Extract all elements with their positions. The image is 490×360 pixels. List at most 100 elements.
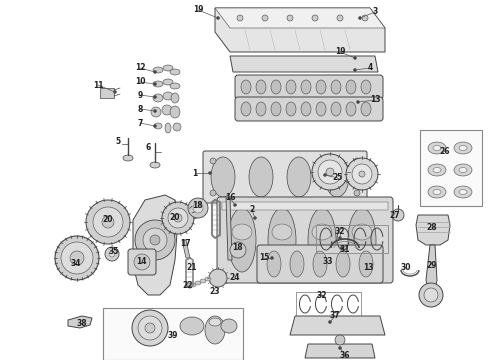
Circle shape	[102, 216, 114, 228]
Circle shape	[86, 200, 130, 244]
Circle shape	[335, 335, 345, 345]
Text: 24: 24	[230, 274, 240, 283]
Circle shape	[210, 158, 216, 164]
Ellipse shape	[359, 251, 373, 277]
Text: 27: 27	[390, 211, 400, 220]
Ellipse shape	[163, 79, 173, 85]
Circle shape	[312, 154, 348, 190]
Ellipse shape	[228, 208, 256, 272]
Circle shape	[209, 171, 212, 175]
Circle shape	[234, 203, 237, 207]
Ellipse shape	[316, 80, 326, 94]
Circle shape	[193, 203, 203, 213]
Ellipse shape	[256, 80, 266, 94]
Ellipse shape	[313, 251, 327, 277]
Circle shape	[109, 251, 115, 257]
Ellipse shape	[209, 318, 221, 326]
Text: 37: 37	[330, 311, 341, 320]
Ellipse shape	[171, 93, 179, 103]
Polygon shape	[215, 8, 385, 28]
Circle shape	[132, 310, 168, 346]
Ellipse shape	[286, 102, 296, 116]
Ellipse shape	[428, 142, 446, 154]
FancyBboxPatch shape	[257, 245, 383, 283]
Ellipse shape	[241, 102, 251, 116]
Ellipse shape	[163, 65, 173, 71]
Ellipse shape	[361, 80, 371, 94]
Text: 32: 32	[317, 291, 327, 300]
Circle shape	[55, 236, 99, 280]
Circle shape	[210, 190, 216, 196]
Ellipse shape	[290, 251, 304, 277]
Circle shape	[135, 220, 175, 260]
Text: 18: 18	[192, 201, 202, 210]
Circle shape	[262, 15, 268, 21]
Circle shape	[153, 109, 156, 112]
Text: 7: 7	[137, 118, 143, 127]
Circle shape	[354, 158, 360, 164]
Ellipse shape	[325, 157, 349, 197]
Ellipse shape	[454, 142, 472, 154]
Ellipse shape	[150, 162, 160, 168]
Ellipse shape	[271, 80, 281, 94]
Ellipse shape	[195, 281, 201, 285]
Text: 9: 9	[137, 90, 143, 99]
Circle shape	[174, 214, 182, 222]
Ellipse shape	[123, 155, 133, 161]
Ellipse shape	[308, 208, 336, 272]
Circle shape	[359, 171, 365, 177]
Text: 33: 33	[323, 257, 333, 266]
Ellipse shape	[272, 224, 292, 240]
Circle shape	[134, 254, 150, 270]
Text: 1: 1	[193, 168, 197, 177]
Circle shape	[341, 247, 343, 249]
Text: 8: 8	[137, 104, 143, 113]
Circle shape	[114, 90, 117, 94]
Circle shape	[209, 269, 227, 287]
Text: 20: 20	[170, 213, 180, 222]
Text: 3: 3	[372, 8, 378, 17]
Ellipse shape	[346, 80, 356, 94]
Ellipse shape	[154, 123, 162, 129]
Text: 10: 10	[135, 77, 145, 86]
Circle shape	[150, 235, 160, 245]
Ellipse shape	[190, 283, 196, 287]
Polygon shape	[426, 245, 437, 290]
Circle shape	[339, 237, 342, 239]
Circle shape	[153, 71, 156, 73]
Ellipse shape	[241, 80, 251, 94]
Ellipse shape	[331, 102, 341, 116]
Ellipse shape	[170, 106, 180, 118]
Text: 11: 11	[93, 81, 103, 90]
Ellipse shape	[267, 251, 281, 277]
Text: 22: 22	[183, 282, 193, 291]
Text: 17: 17	[180, 238, 190, 248]
Ellipse shape	[433, 189, 441, 194]
Ellipse shape	[433, 167, 441, 172]
Text: 2: 2	[249, 206, 255, 215]
Circle shape	[105, 247, 119, 261]
Ellipse shape	[162, 105, 172, 115]
Ellipse shape	[205, 277, 211, 281]
Text: 25: 25	[333, 174, 343, 183]
Circle shape	[230, 242, 246, 258]
Ellipse shape	[200, 279, 206, 283]
Circle shape	[362, 15, 368, 21]
Ellipse shape	[352, 224, 372, 240]
Circle shape	[353, 57, 357, 59]
Ellipse shape	[286, 80, 296, 94]
Bar	[296, 292, 361, 316]
Circle shape	[337, 15, 343, 21]
Text: 35: 35	[109, 248, 119, 256]
Ellipse shape	[205, 316, 225, 344]
Ellipse shape	[173, 123, 181, 131]
Ellipse shape	[346, 102, 356, 116]
Ellipse shape	[459, 167, 467, 172]
Polygon shape	[226, 198, 232, 260]
Text: 14: 14	[136, 257, 146, 266]
Circle shape	[328, 320, 332, 324]
Text: 18: 18	[232, 243, 243, 252]
Circle shape	[318, 160, 342, 184]
Ellipse shape	[249, 157, 273, 197]
Polygon shape	[416, 215, 450, 245]
